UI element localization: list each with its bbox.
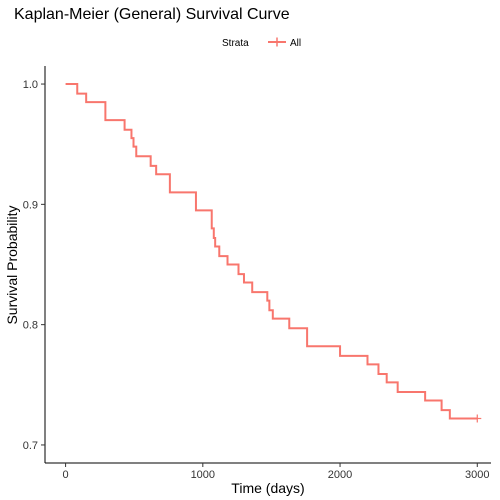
ticks: 0 1000 2000 3000 0.7 0.8 0.9 1.0	[23, 79, 490, 481]
y-axis-title: Survival Probability	[4, 205, 20, 324]
x-tick-label: 1000	[191, 469, 215, 481]
legend-title: Strata	[222, 38, 249, 49]
x-tick-label: 3000	[465, 469, 489, 481]
x-tick-label: 2000	[328, 469, 352, 481]
y-tick-label: 1.0	[23, 79, 38, 91]
x-axis-title: Time (days)	[231, 480, 304, 496]
series-layer	[65, 83, 482, 423]
legend: Strata All	[222, 37, 301, 49]
y-tick-label: 0.8	[23, 320, 38, 332]
y-tick-label: 0.9	[23, 199, 38, 211]
chart-title: Kaplan-Meier (General) Survival Curve	[14, 6, 290, 23]
axes	[44, 66, 491, 464]
legend-entry-all: All	[290, 38, 301, 49]
y-tick-label: 0.7	[23, 440, 38, 452]
x-tick-label: 0	[63, 469, 69, 481]
survival-curve-all	[65, 83, 478, 420]
